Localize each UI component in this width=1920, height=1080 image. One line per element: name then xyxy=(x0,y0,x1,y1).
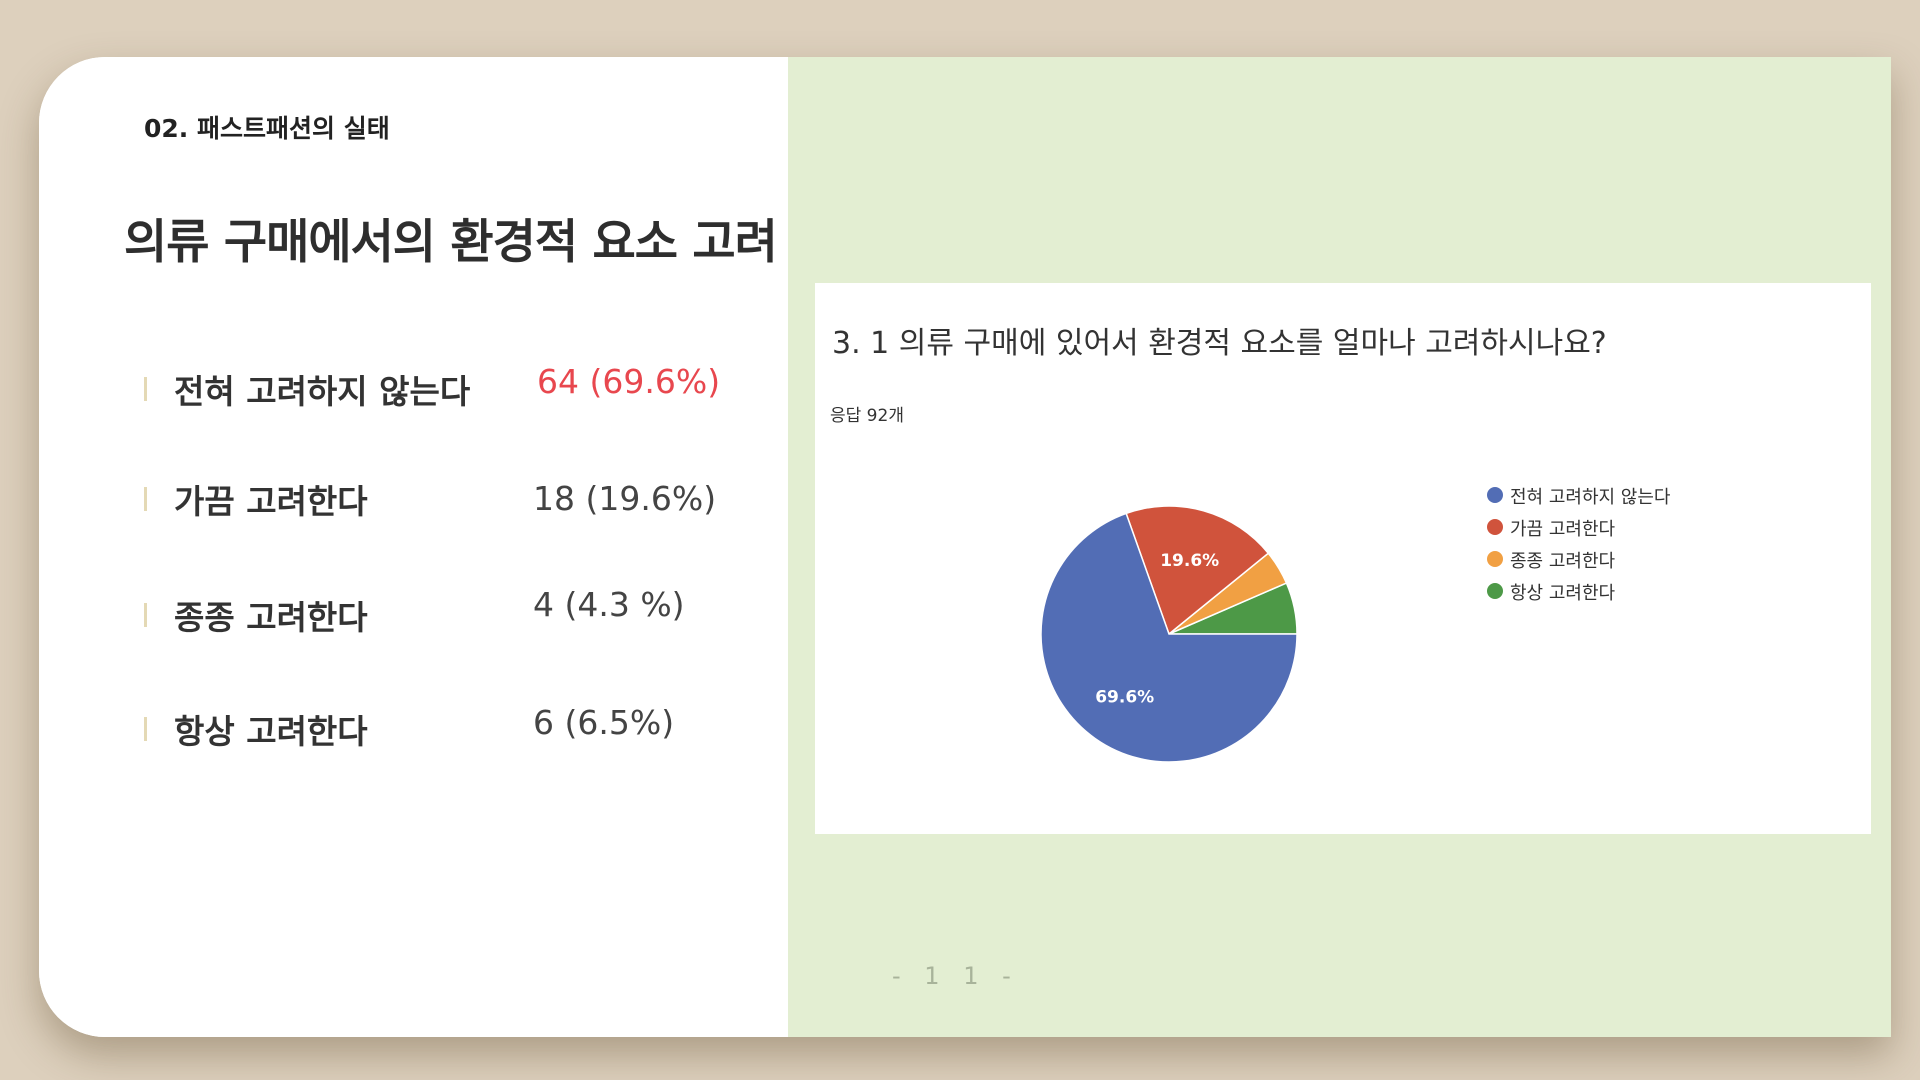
pie-chart: 19.6% 69.6% xyxy=(1040,505,1298,763)
left-panel: 02. 패스트패션의 실태 의류 구매에서의 환경적 요소 고려 전혀 고려하지… xyxy=(39,57,788,1037)
row-bullet-bar xyxy=(144,487,147,511)
page-number: - 1 1 - xyxy=(892,962,1019,990)
legend-swatch xyxy=(1487,487,1503,503)
pie-slice-0 xyxy=(1040,512,1298,763)
pie-data-label: 19.6% xyxy=(1160,551,1219,571)
chart-title: 3. 1 의류 구매에 있어서 환경적 요소를 얼마나 고려하시나요? xyxy=(832,326,1607,361)
section-label: 02. 패스트패션의 실태 xyxy=(144,114,390,143)
legend-swatch xyxy=(1487,551,1503,567)
legend-label: 종종 고려한다 xyxy=(1510,551,1616,572)
summary-label: 전혀 고려하지 않는다 xyxy=(174,372,471,411)
summary-label: 항상 고려한다 xyxy=(174,712,368,751)
slide: 02. 패스트패션의 실태 의류 구매에서의 환경적 요소 고려 전혀 고려하지… xyxy=(39,57,1891,1037)
pie-data-label: 69.6% xyxy=(1095,688,1154,708)
row-bullet-bar xyxy=(144,603,147,627)
summary-value: 64 (69.6%) xyxy=(537,362,721,401)
survey-chart-card: 3. 1 의류 구매에 있어서 환경적 요소를 얼마나 고려하시나요? 응답 9… xyxy=(815,283,1871,834)
legend-swatch xyxy=(1487,519,1503,535)
summary-value: 6 (6.5%) xyxy=(533,703,675,742)
response-count: 응답 92개 xyxy=(830,406,904,426)
pie-slice-1 xyxy=(1125,505,1270,636)
summary-value: 18 (19.6%) xyxy=(533,479,717,518)
summary-value: 4 (4.3 %) xyxy=(533,585,685,624)
row-bullet-bar xyxy=(144,377,147,401)
headline: 의류 구매에서의 환경적 요소 고려 xyxy=(124,215,778,270)
legend-label: 가끔 고려한다 xyxy=(1510,519,1616,540)
legend-label: 항상 고려한다 xyxy=(1510,583,1616,604)
legend-swatch xyxy=(1487,583,1503,599)
summary-label: 가끔 고려한다 xyxy=(174,482,368,521)
summary-label: 종종 고려한다 xyxy=(174,598,368,637)
row-bullet-bar xyxy=(144,717,147,741)
legend-label: 전혀 고려하지 않는다 xyxy=(1510,487,1671,508)
